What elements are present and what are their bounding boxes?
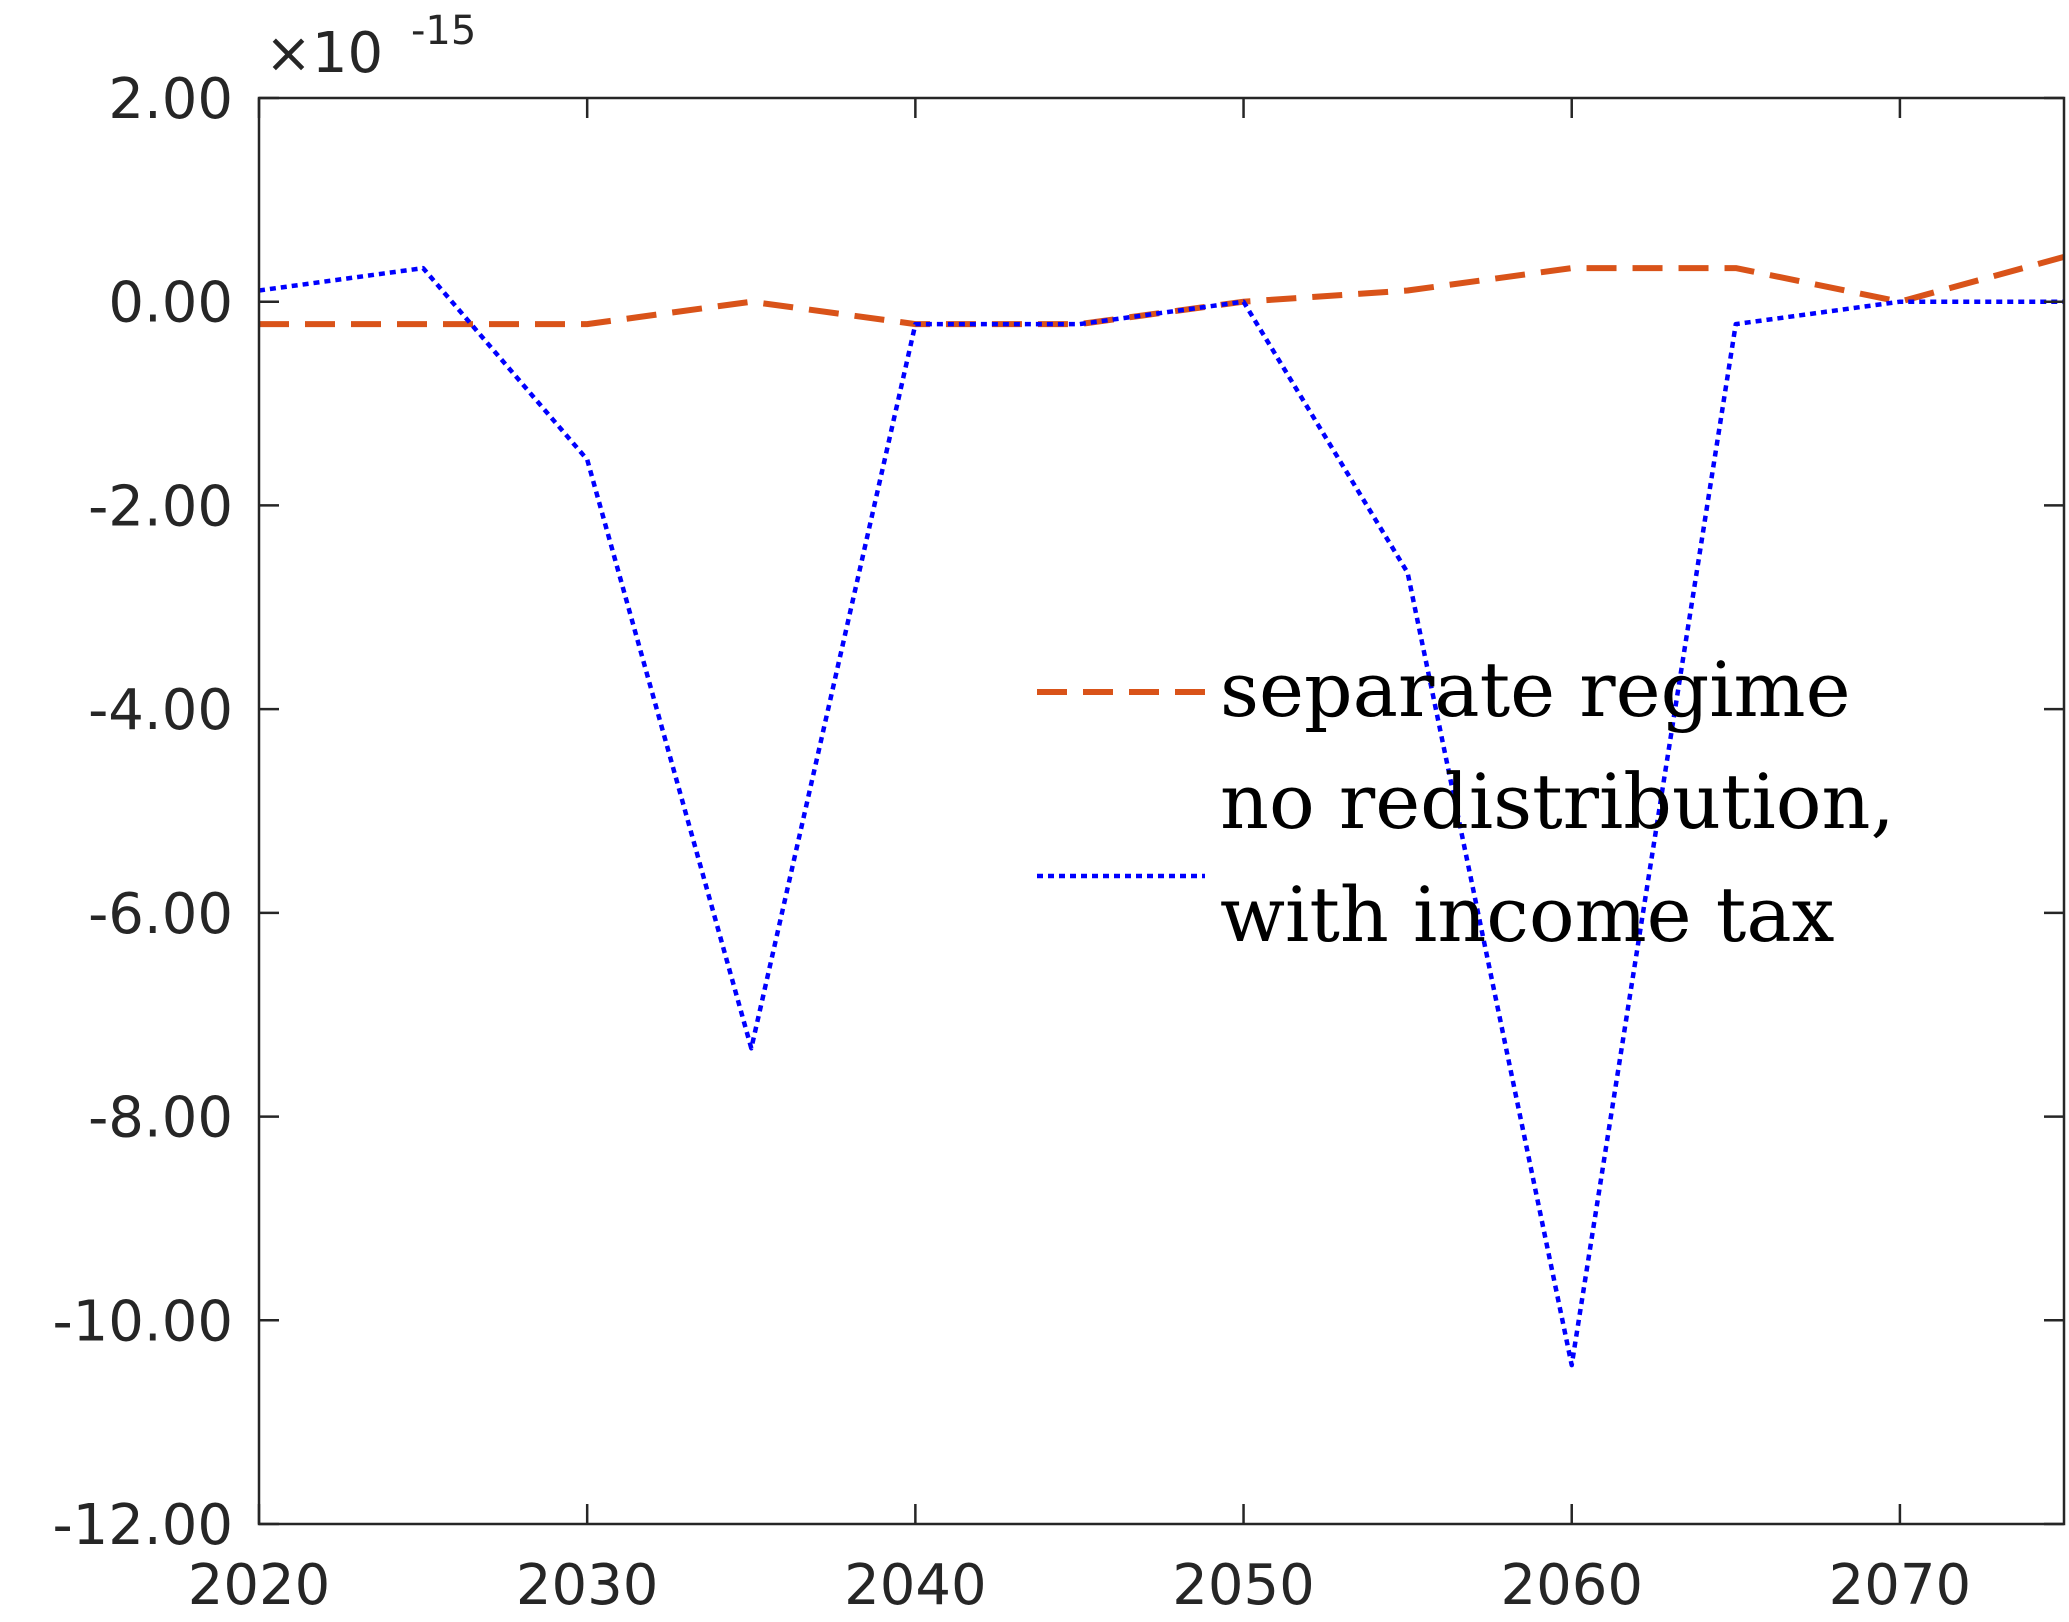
legend-label-2-line-2: with income tax bbox=[1220, 870, 1835, 959]
y-exponent-label: ×10 bbox=[265, 21, 383, 86]
legend-label-2-line-1: no redistribution, bbox=[1220, 757, 1895, 846]
x-tick-label: 2070 bbox=[1829, 1553, 1972, 1618]
legend-label-1: separate regime bbox=[1220, 645, 1851, 734]
y-tick-label: -12.00 bbox=[52, 1493, 233, 1558]
x-tick-label: 2060 bbox=[1500, 1553, 1643, 1618]
x-tick-label: 2050 bbox=[1172, 1553, 1315, 1618]
y-tick-label: 0.00 bbox=[108, 271, 233, 336]
y-tick-label: -6.00 bbox=[88, 882, 233, 947]
y-tick-label: -2.00 bbox=[88, 474, 233, 539]
x-tick-label: 2030 bbox=[516, 1553, 659, 1618]
y-tick-label: -10.00 bbox=[52, 1289, 233, 1354]
y-tick-label: -4.00 bbox=[88, 678, 233, 743]
y-tick-label: 2.00 bbox=[108, 67, 233, 132]
y-exponent-power: -15 bbox=[411, 8, 476, 54]
x-tick-label: 2020 bbox=[188, 1553, 331, 1618]
x-tick-label: 2040 bbox=[844, 1553, 987, 1618]
y-tick-label: -8.00 bbox=[88, 1086, 233, 1151]
